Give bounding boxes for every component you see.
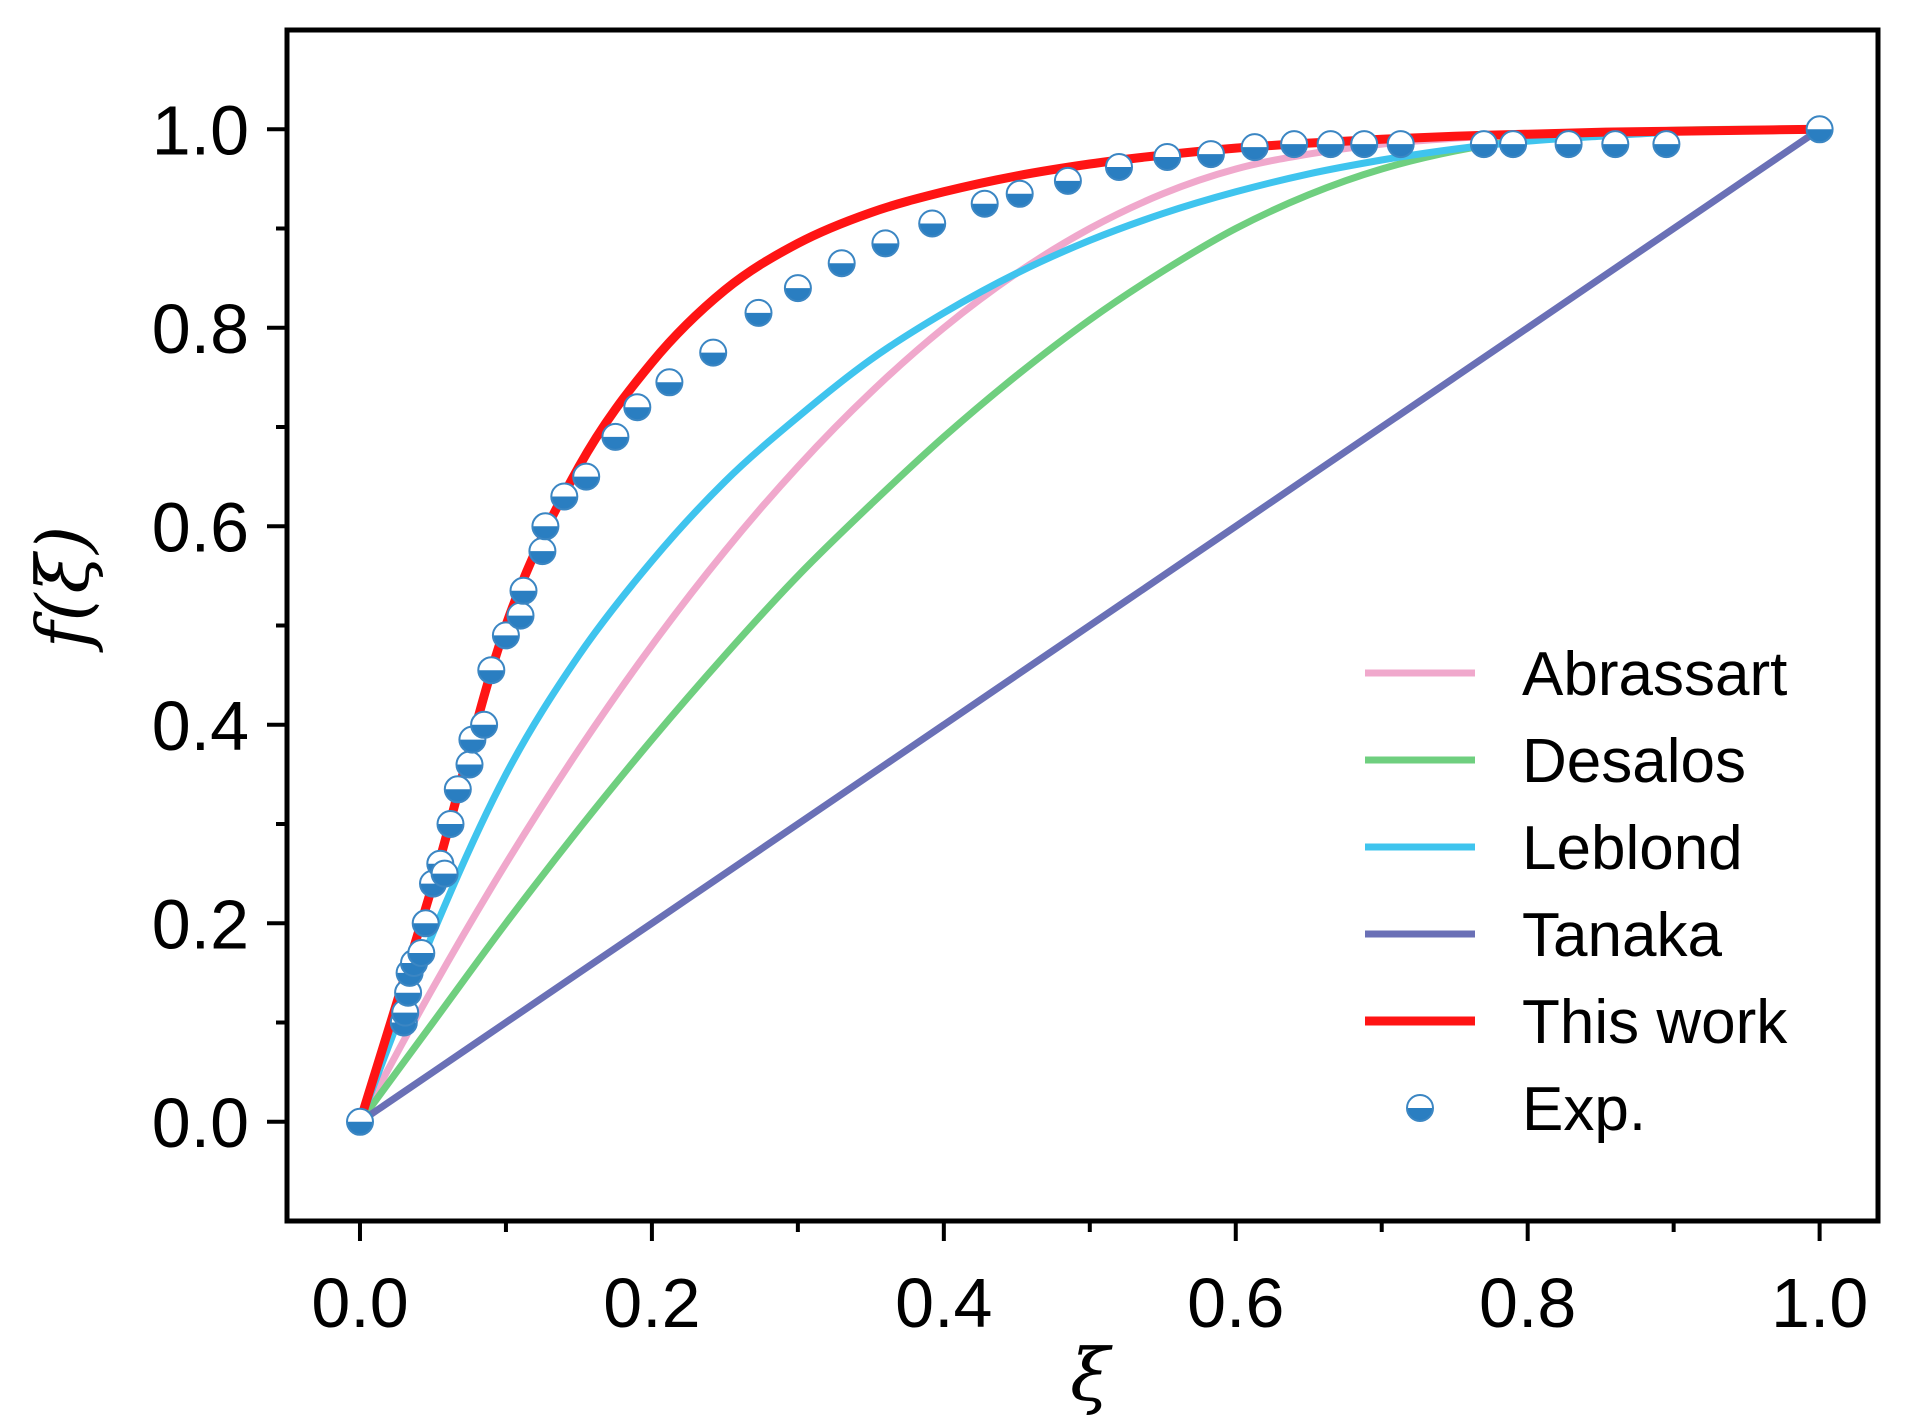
y-tick-label: 1.0 xyxy=(152,91,249,169)
exp-point xyxy=(531,512,560,541)
exp-point xyxy=(1350,130,1379,159)
exp-point xyxy=(572,462,601,491)
exp-point xyxy=(871,229,900,258)
exp-point xyxy=(1053,166,1082,195)
x-tick-label: 0.6 xyxy=(1187,1264,1284,1342)
series-line-leblond xyxy=(356,125,1824,1126)
exp-point xyxy=(601,422,630,451)
exp-point xyxy=(491,621,520,650)
exp-point xyxy=(436,810,465,838)
x-tick-label: 0.4 xyxy=(895,1264,992,1342)
exp-point xyxy=(1316,130,1345,159)
exp-point xyxy=(506,601,535,630)
exp-point xyxy=(783,274,812,303)
legend-label-abrassart: Abrassart xyxy=(1522,640,1787,709)
exp-point xyxy=(1005,179,1034,208)
exp-point xyxy=(918,209,947,238)
exp-point xyxy=(1280,130,1309,159)
exp-point xyxy=(1153,143,1182,171)
exp-point xyxy=(827,249,856,278)
x-tick-label: 0.8 xyxy=(1479,1264,1576,1342)
exp-point xyxy=(477,656,506,685)
exp-point xyxy=(1196,140,1225,169)
exp-point xyxy=(550,482,579,511)
series-line-tanaka xyxy=(356,125,1824,1126)
exp-point xyxy=(699,338,728,367)
y-tick-label: 0.8 xyxy=(152,290,249,368)
y-tick-label: 0.6 xyxy=(152,488,249,566)
exp-point xyxy=(655,368,684,397)
x-tick-label: 0.2 xyxy=(603,1264,700,1342)
ticks-layer: 0.0 0.2 0.4 0.6 0.8 1.0 0.0 0.2 0.4 0.6 0.8 1.0 xyxy=(152,91,1869,1342)
exp-point xyxy=(394,978,423,1007)
exp-point xyxy=(1499,130,1528,159)
exp-point xyxy=(1652,130,1681,159)
exp-scatter-layer xyxy=(346,115,1834,1136)
exp-point xyxy=(1105,153,1133,181)
exp-point xyxy=(528,537,557,566)
legend-label-exp: Exp. xyxy=(1522,1075,1646,1144)
legend-label-this-work: This work xyxy=(1522,988,1788,1057)
exp-point xyxy=(1554,130,1583,159)
exp-point xyxy=(1601,130,1630,159)
exp-point xyxy=(346,1107,374,1136)
y-tick-label: 0.2 xyxy=(152,885,249,963)
y-axis-title: f(ξ) xyxy=(21,526,105,653)
legend: Abrassart Desalos Leblond Tanaka This work Ex… xyxy=(1365,640,1788,1144)
x-axis-title: ξ xyxy=(1070,1333,1113,1417)
exp-point xyxy=(1240,133,1269,162)
exp-point xyxy=(430,859,459,888)
exp-point xyxy=(1469,130,1498,159)
exp-point xyxy=(407,939,436,967)
exp-point xyxy=(970,189,999,218)
exp-point xyxy=(411,909,440,938)
legend-swatch-exp xyxy=(1406,1094,1434,1122)
y-tick-label: 0.0 xyxy=(152,1084,249,1162)
legend-label-desalos: Desalos xyxy=(1522,727,1746,796)
x-tick-label: 0.0 xyxy=(311,1264,408,1342)
y-tick-label: 0.4 xyxy=(152,687,249,765)
exp-point xyxy=(623,393,652,422)
exp-point xyxy=(509,576,538,605)
exp-point xyxy=(744,298,773,327)
exp-point xyxy=(1386,130,1415,159)
x-tick-label: 1.0 xyxy=(1771,1264,1868,1342)
legend-label-leblond: Leblond xyxy=(1522,814,1743,883)
exp-point xyxy=(470,710,499,739)
series-layer xyxy=(355,124,1825,1127)
legend-label-tanaka: Tanaka xyxy=(1522,901,1722,970)
exp-point xyxy=(443,775,472,804)
exp-point xyxy=(1805,115,1834,144)
exp-point xyxy=(455,750,484,779)
